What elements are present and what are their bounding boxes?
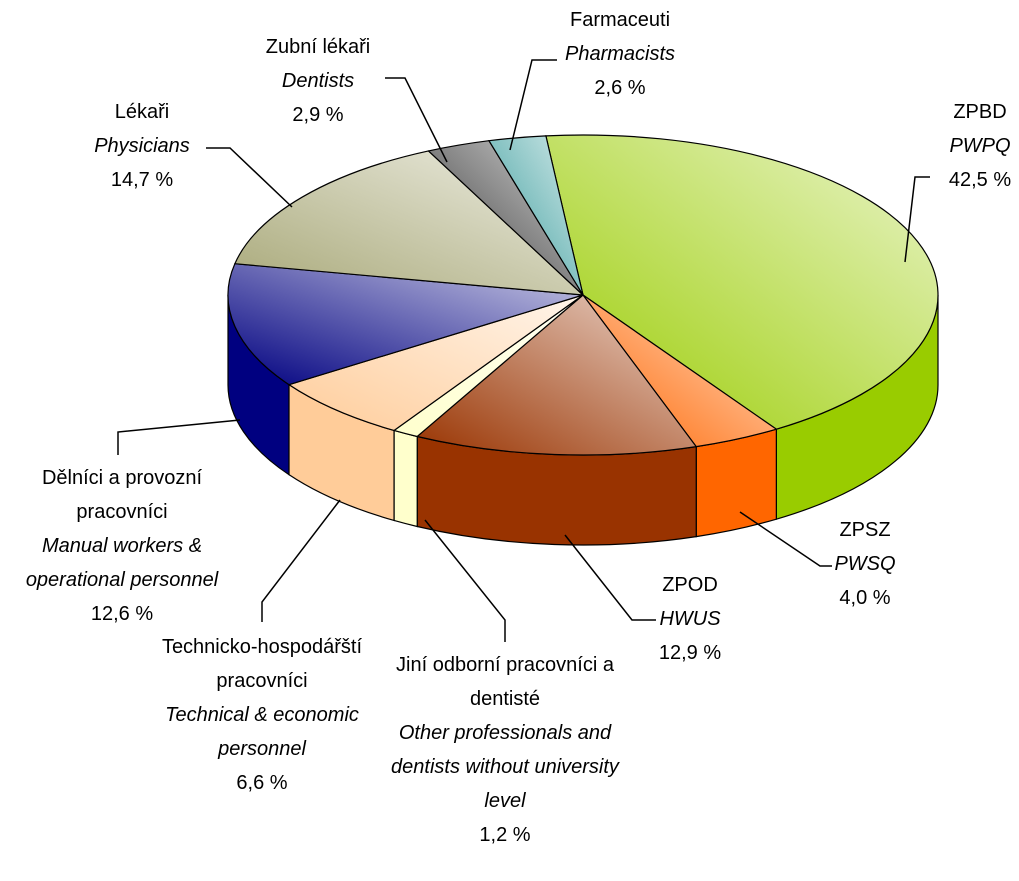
pie-slice <box>233 150 585 296</box>
value-label: 14,7 % <box>110 169 174 191</box>
pie-slice <box>415 294 698 456</box>
label-name-en: Manual workers & operational personnel <box>25 535 219 591</box>
value-label: 12,6 % <box>90 603 154 625</box>
slice-label: Lékaři Physicians 14,7 % <box>82 95 202 197</box>
label-name: Farmaceuti <box>569 9 671 31</box>
value-label: 2,9 % <box>292 104 344 126</box>
value-label: 42,5 % <box>948 169 1012 191</box>
label-name: ZPOD <box>662 574 718 596</box>
leader-line <box>261 499 341 622</box>
label-name: ZPSZ <box>839 519 891 541</box>
value-label: 4,0 % <box>839 587 891 609</box>
value-label: 6,6 % <box>236 772 288 794</box>
pie-slice <box>487 135 584 296</box>
slice-label: Dělníci a provozní pracovníci Manual work… <box>7 461 237 631</box>
label-name: Zubní lékaři <box>265 36 371 58</box>
value-label: 12,9 % <box>658 642 722 664</box>
pie-slice <box>545 134 939 430</box>
slice-label: ZPBD PWPQ 42,5 % <box>935 95 1019 197</box>
leader-line <box>564 534 656 621</box>
label-name-en: Dentists <box>281 70 355 92</box>
pie-slice <box>227 263 584 386</box>
label-name-en: PWSQ <box>834 553 896 575</box>
value-label: 2,6 % <box>594 77 646 99</box>
leader-line <box>385 77 448 163</box>
label-name-en: Physicians <box>94 135 190 157</box>
slice-label: Zubní lékaři Dentists 2,9 % <box>258 30 378 132</box>
leader-line <box>424 519 506 642</box>
leader-line <box>904 176 930 263</box>
slice-label: Technicko-hospodářští pracovníci Technica… <box>142 630 382 800</box>
label-name: ZPBD <box>953 101 1007 123</box>
slice-label: Farmaceuti Pharmacists 2,6 % <box>550 3 690 105</box>
leader-line <box>117 419 241 455</box>
leader-line <box>739 511 832 567</box>
value-label: 1,2 % <box>479 824 531 846</box>
label-name-en: Other professionals and dentists without… <box>391 722 619 812</box>
label-name: Lékaři <box>114 101 170 123</box>
slice-label: ZPSZ PWSQ 4,0 % <box>820 513 910 615</box>
label-name-en: Pharmacists <box>564 43 676 65</box>
slice-label: ZPOD HWUS 12,9 % <box>645 568 735 670</box>
label-name-en: HWUS <box>659 608 721 630</box>
slice-label: Jiní odborní pracovníci a dentisté Other … <box>388 648 623 852</box>
label-name-en: PWPQ <box>949 135 1011 157</box>
pie-slice <box>287 294 584 432</box>
label-name: Dělníci a provozní pracovníci <box>41 467 203 523</box>
leader-line <box>509 59 557 151</box>
label-name: Jiní odborní pracovníci a dentisté <box>396 654 614 710</box>
pie-side <box>393 429 418 528</box>
label-name: Technicko-hospodářští pracovníci <box>161 636 363 692</box>
label-name-en: Technical & economic personnel <box>165 704 359 760</box>
leader-line <box>206 147 293 208</box>
